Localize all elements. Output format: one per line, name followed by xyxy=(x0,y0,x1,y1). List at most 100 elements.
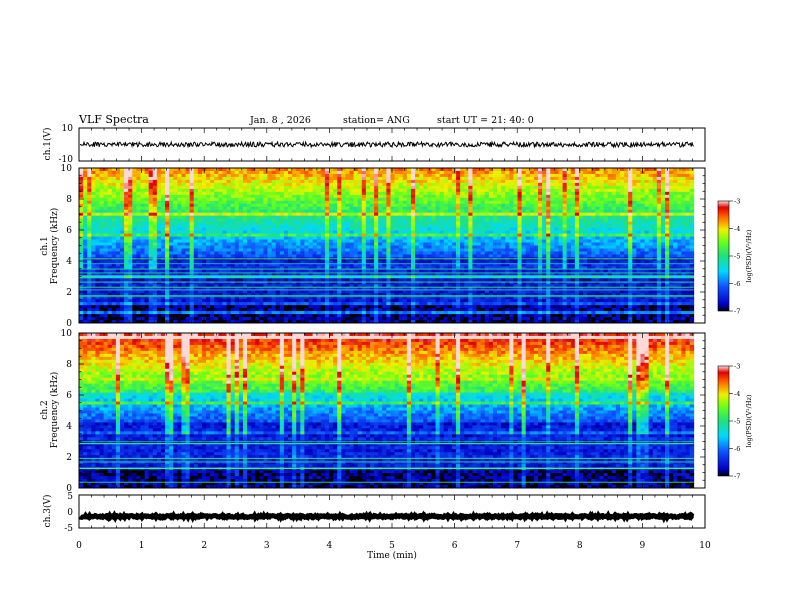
psd-cell xyxy=(501,215,506,220)
psd-cell xyxy=(103,203,109,208)
psd-cell xyxy=(169,242,174,246)
psd-cell xyxy=(472,191,477,196)
psd-cell xyxy=(394,176,400,181)
psd-cell xyxy=(382,206,387,211)
psd-cell xyxy=(173,176,178,181)
psd-cell xyxy=(296,194,301,199)
psd-cell xyxy=(689,254,695,258)
psd-cell xyxy=(181,224,186,229)
psd-cell xyxy=(628,251,633,255)
psd-cell xyxy=(103,194,109,199)
psd-cell xyxy=(636,215,641,220)
psd-cell xyxy=(595,248,600,252)
psd-cell xyxy=(542,173,547,178)
psd-cell xyxy=(189,230,195,234)
psd-cell xyxy=(345,248,350,252)
psd-cell xyxy=(255,233,260,237)
psd-cell xyxy=(91,254,96,258)
psd-cell xyxy=(382,179,387,184)
psd-cell xyxy=(611,251,617,255)
psd-cell xyxy=(644,203,650,208)
psd-cell xyxy=(570,209,576,214)
psd-cell xyxy=(234,245,240,249)
psd-cell xyxy=(222,179,227,184)
psd-cell xyxy=(374,242,379,246)
psd-cell xyxy=(603,221,609,226)
psd-cell xyxy=(611,221,617,226)
psd-cell xyxy=(365,263,371,267)
psd-cell xyxy=(185,206,191,211)
psd-cell xyxy=(382,242,387,246)
psd-cell xyxy=(185,215,191,220)
psd-cell xyxy=(165,203,170,208)
psd-cell xyxy=(99,197,104,202)
psd-cell xyxy=(451,218,457,223)
psd-cell xyxy=(538,185,543,190)
psd-cell xyxy=(103,191,109,196)
psd-cell xyxy=(419,236,424,240)
psd-cell xyxy=(206,224,211,229)
psd-cell xyxy=(619,170,625,175)
psd-cell xyxy=(234,239,240,243)
psd-cell xyxy=(136,230,141,234)
psd-cell xyxy=(632,215,637,220)
psd-cell xyxy=(95,221,100,226)
psd-cell xyxy=(652,170,658,175)
psd-cell xyxy=(394,236,400,240)
psd-cell xyxy=(148,254,154,258)
psd-cell xyxy=(357,188,363,193)
psd-cell xyxy=(128,191,133,196)
psd-cell xyxy=(238,245,244,249)
psd-cell xyxy=(91,242,96,246)
psd-cell xyxy=(415,224,420,229)
psd-cell xyxy=(525,239,531,243)
psd-cell xyxy=(308,191,313,196)
psd-cell xyxy=(681,185,686,190)
psd-cell xyxy=(279,185,285,190)
psd-cell xyxy=(226,188,232,193)
psd-cell xyxy=(136,221,141,226)
psd-cell xyxy=(542,203,547,208)
psd-cell xyxy=(669,230,674,234)
psd-cell xyxy=(447,209,453,214)
psd-cell xyxy=(361,182,367,187)
psd-cell xyxy=(492,239,498,243)
psd-cell xyxy=(578,233,584,237)
psd-cell xyxy=(87,233,92,237)
psd-cell xyxy=(197,209,203,214)
psd-cell xyxy=(648,212,654,217)
psd-cell xyxy=(546,176,551,181)
psd-cell xyxy=(476,245,482,249)
psd-cell xyxy=(288,212,293,217)
psd-cell xyxy=(538,233,543,237)
psd-cell xyxy=(451,251,457,255)
psd-cell xyxy=(115,176,121,181)
psd-cell xyxy=(99,260,104,264)
psd-cell xyxy=(497,185,502,190)
psd-cell xyxy=(320,206,326,211)
psd-cell xyxy=(587,200,592,205)
psd-cell xyxy=(136,251,141,255)
psd-cell xyxy=(152,194,158,199)
psd-cell xyxy=(341,212,346,217)
psd-cell xyxy=(226,218,232,223)
psd-cell xyxy=(333,185,338,190)
psd-cell xyxy=(640,173,645,178)
psd-cell xyxy=(550,182,555,187)
psd-cell xyxy=(345,242,350,246)
psd-cell xyxy=(169,233,174,237)
psd-cell xyxy=(247,182,252,187)
psd-cell xyxy=(140,224,145,229)
psd-cell xyxy=(173,233,178,237)
psd-cell xyxy=(595,242,600,246)
psd-cell xyxy=(501,236,506,240)
ch1-waveform-ylabel: ch.1(V) xyxy=(42,128,53,161)
psd-cell xyxy=(402,227,408,231)
psd-cell xyxy=(185,233,191,237)
psd-cell xyxy=(447,230,453,234)
psd-cell xyxy=(460,254,465,258)
station-label: station= ANG xyxy=(343,115,410,126)
psd-cell xyxy=(124,197,129,202)
psd-cell xyxy=(628,194,633,199)
psd-cell xyxy=(119,230,125,234)
